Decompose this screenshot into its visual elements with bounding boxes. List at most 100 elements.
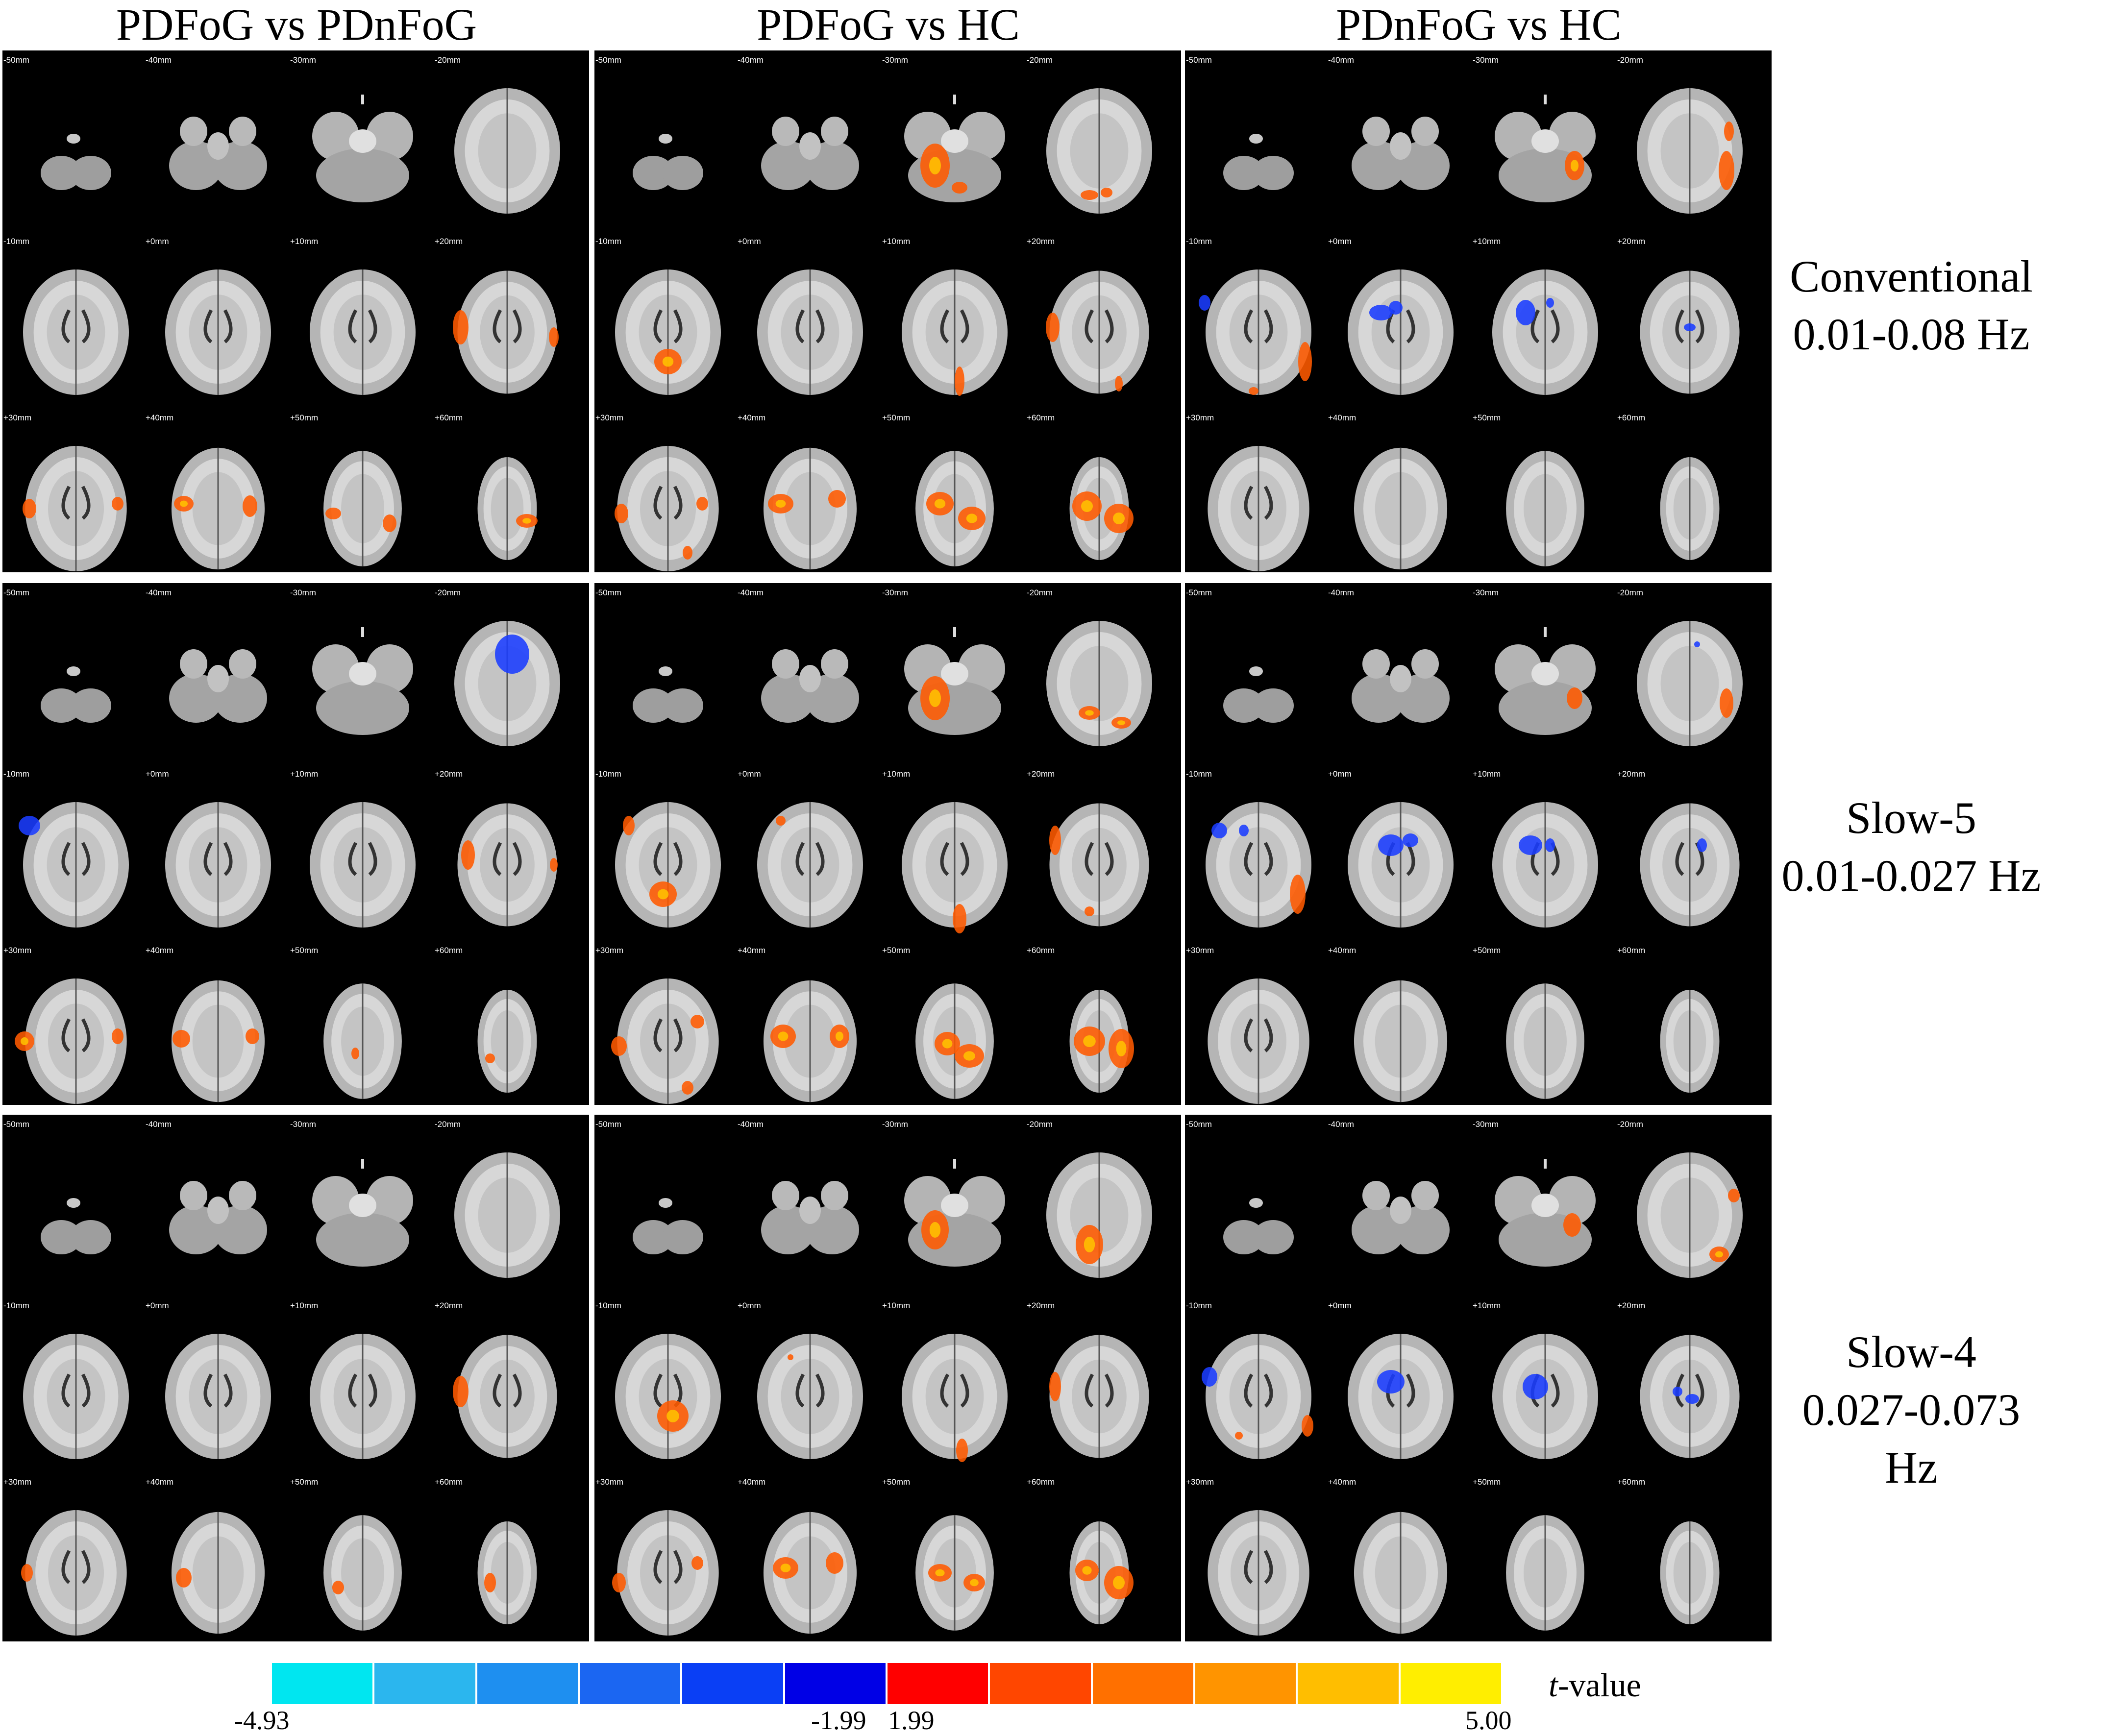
activation-peak <box>662 356 674 367</box>
activation-cluster <box>611 1036 627 1056</box>
slice-mm-label: +0mm <box>738 237 761 246</box>
brain-slice <box>171 980 265 1102</box>
activation-cluster <box>1567 687 1582 709</box>
brain-slice <box>1495 1159 1596 1267</box>
slice-mm-label: -30mm <box>1473 55 1499 65</box>
slice-mm-label: -50mm <box>1186 1120 1212 1129</box>
activation-cluster <box>1389 301 1403 315</box>
slice-mm-label: +20mm <box>435 237 463 246</box>
activation-cluster <box>1673 1387 1682 1396</box>
colorbar-segment <box>1195 1663 1296 1704</box>
brain-slice <box>41 666 111 723</box>
slice-mm-label: -20mm <box>435 55 461 65</box>
brain-slice <box>617 1510 719 1636</box>
slice-mm-label: -50mm <box>3 1120 29 1129</box>
brain-slice <box>477 990 537 1093</box>
slice-mm-label: -40mm <box>146 1120 172 1129</box>
brain-slice <box>915 451 994 566</box>
brain-slice <box>165 802 271 928</box>
slice-mm-label: -20mm <box>1617 55 1643 65</box>
colorbar-label-t: t <box>1549 1666 1558 1704</box>
row-label-conventional: Conventional 0.01-0.08 Hz <box>1774 247 2048 363</box>
activation-cluster <box>1377 1370 1405 1394</box>
brain-slice <box>633 1198 703 1254</box>
activation-cluster <box>1720 688 1733 718</box>
brain-slice <box>1049 1335 1149 1458</box>
brain-slice <box>25 1510 127 1636</box>
activation-cluster <box>1685 1394 1699 1404</box>
activation-peak <box>1085 710 1094 716</box>
slice-mm-label: +50mm <box>1473 413 1501 422</box>
slice-mm-label: +60mm <box>1617 1477 1646 1487</box>
row-band: 0.027-0.073 Hz <box>1802 1385 2021 1492</box>
brain-slice <box>169 117 267 190</box>
activation-peak <box>929 157 941 174</box>
activation-cluster <box>176 1568 192 1588</box>
brain-slice <box>1223 666 1294 723</box>
slice-mm-label: -40mm <box>738 588 764 597</box>
activation-peak <box>1113 513 1125 524</box>
brain-slice <box>171 1512 265 1634</box>
panel-row2-col2: -50mm -40mm -30mm -20mm -10mm +0mm +10mm +20mm +… <box>594 583 1181 1105</box>
brain-slice <box>171 447 265 570</box>
activation-cluster <box>1202 1367 1217 1387</box>
slice-mm-label: -30mm <box>1473 1120 1499 1129</box>
activation-cluster <box>1719 151 1734 190</box>
activation-cluster <box>696 497 708 511</box>
activation-cluster <box>1046 313 1060 342</box>
activation-cluster <box>550 858 558 872</box>
activation-cluster <box>1101 188 1112 197</box>
brain-slice <box>1208 1510 1309 1636</box>
slice-mm-label: +60mm <box>435 1477 463 1487</box>
slice-mm-label: -10mm <box>3 237 29 246</box>
slice-mm-label: +30mm <box>3 1477 32 1487</box>
activation-cluster <box>173 1030 190 1048</box>
panel-row1-col2: -50mm -40mm -30mm -20mm -10mm +0mm +10mm +20mm +… <box>594 50 1181 572</box>
activation-cluster <box>1302 1415 1313 1437</box>
slice-mm-label: +20mm <box>1617 769 1646 779</box>
slice-mm-label: -40mm <box>1328 55 1354 65</box>
brain-slice <box>1348 802 1454 928</box>
colorbar <box>272 1663 1503 1704</box>
activation-cluster <box>1545 838 1555 852</box>
activation-cluster <box>615 504 628 523</box>
brain-slice <box>757 802 863 928</box>
brain-slice <box>1352 649 1450 723</box>
activation-peak <box>929 689 941 707</box>
activation-peak <box>942 1039 953 1049</box>
slice-mm-label: +50mm <box>882 946 911 955</box>
brain-slice <box>25 446 127 571</box>
brain-slice <box>1206 269 1311 395</box>
panel-row2-col1: -50mm -40mm -30mm -20mm -10mm +0mm +10mm +20mm +… <box>2 583 589 1105</box>
row-band: 0.01-0.027 Hz <box>1781 851 2041 901</box>
colorbar-label: t-value <box>1549 1666 1641 1705</box>
slice-mm-label: +40mm <box>146 1477 174 1487</box>
brain-slice <box>312 95 413 202</box>
brain-slice <box>1354 447 1448 570</box>
brain-slice <box>1637 88 1743 214</box>
activation-cluster <box>691 1015 704 1028</box>
activation-cluster <box>453 1376 469 1407</box>
activation-cluster <box>1298 342 1312 381</box>
brain-slice <box>1492 269 1598 395</box>
colorbar-tick-pos-threshold: 1.99 <box>888 1706 935 1735</box>
brain-slice <box>757 269 863 395</box>
colorbar-segment <box>580 1663 681 1704</box>
activation-cluster <box>1519 835 1542 855</box>
brain-slice <box>1352 117 1450 190</box>
activation-cluster <box>612 1573 626 1592</box>
slice-mm-label: +60mm <box>1027 1477 1055 1487</box>
brain-slice <box>1495 627 1596 735</box>
slice-mm-label: -10mm <box>3 769 29 779</box>
activation-cluster <box>1235 1432 1243 1440</box>
activation-cluster <box>788 1354 793 1360</box>
slice-mm-label: +10mm <box>882 1301 911 1310</box>
slice-mm-label: -20mm <box>435 588 461 597</box>
brain-slice <box>1206 1334 1311 1459</box>
activation-peak <box>929 1222 941 1238</box>
brain-slice <box>1492 802 1598 928</box>
slice-mm-label: +50mm <box>882 413 911 422</box>
brain-slice <box>1223 1198 1294 1254</box>
brain-slice <box>1506 983 1584 1099</box>
brain-slice <box>1640 270 1740 394</box>
